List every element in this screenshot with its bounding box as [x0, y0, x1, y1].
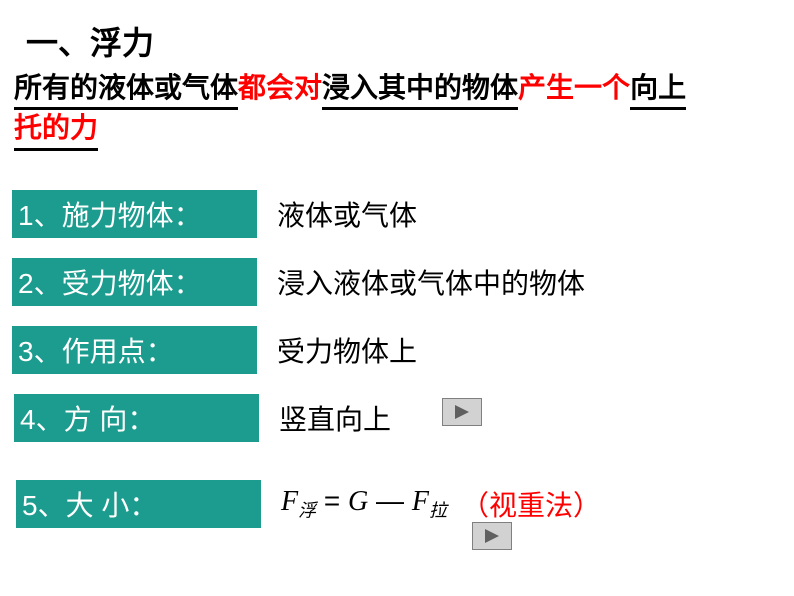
play-icon	[483, 528, 501, 544]
play-icon	[453, 404, 471, 420]
formula: F浮 = G — F拉	[281, 485, 447, 523]
intro-part4: 产生一个	[518, 72, 630, 103]
var-f2: F	[412, 486, 429, 517]
var-g: G	[348, 486, 368, 517]
row-value: 受力物体上	[277, 330, 782, 370]
row-label: 1、施力物体：	[12, 190, 257, 238]
dash: —	[368, 485, 412, 516]
play-button-magnitude[interactable]	[472, 522, 512, 550]
row-value: 液体或气体	[277, 194, 782, 234]
formula-note: （视重法）	[461, 484, 601, 524]
row-magnitude: 5、大 小： F浮 = G — F拉 （视重法）	[12, 480, 782, 528]
play-button-direction[interactable]	[442, 398, 482, 426]
row-direction: 4、方 向： 竖直向上	[12, 394, 782, 442]
row-value: 浸入液体或气体中的物体	[277, 262, 782, 302]
sub-fu: 浮	[298, 501, 316, 521]
row-label: 3、作用点：	[12, 326, 257, 374]
intro-part1: 所有的液体或气体	[14, 70, 238, 110]
row-label: 4、方 向：	[14, 394, 259, 442]
eq: =	[316, 485, 348, 516]
row-value: F浮 = G — F拉 （视重法）	[281, 484, 782, 524]
var-f: F	[281, 486, 298, 517]
intro-part5b: 托的力	[14, 110, 98, 150]
page-title: 一、浮力	[26, 18, 154, 64]
sub-la: 拉	[429, 501, 447, 521]
intro-part2: 都会对	[238, 72, 322, 103]
intro-part5a: 向上	[630, 70, 686, 110]
row-point: 3、作用点： 受力物体上	[12, 326, 782, 374]
row-label: 2、受力物体：	[12, 258, 257, 306]
row-label: 5、大 小：	[16, 480, 261, 528]
intro-text: 所有的液体或气体都会对浸入其中的物体产生一个向上托的力	[14, 70, 774, 151]
intro-part3: 浸入其中的物体	[322, 70, 518, 110]
row-receiver: 2、受力物体： 浸入液体或气体中的物体	[12, 258, 782, 306]
row-applier: 1、施力物体： 液体或气体	[12, 190, 782, 238]
row-value: 竖直向上	[279, 398, 782, 438]
